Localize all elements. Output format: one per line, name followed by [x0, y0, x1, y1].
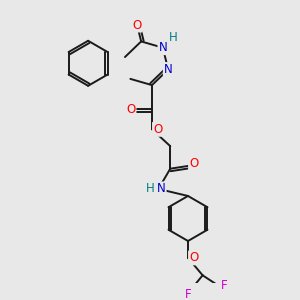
Text: N: N: [158, 41, 167, 54]
Text: H: H: [169, 31, 178, 44]
Text: H: H: [146, 182, 155, 195]
Text: O: O: [189, 251, 198, 264]
Text: O: O: [126, 103, 136, 116]
Text: N: N: [157, 182, 166, 195]
Text: O: O: [153, 123, 162, 136]
Text: N: N: [164, 63, 172, 76]
Text: O: O: [189, 157, 198, 170]
Text: F: F: [185, 288, 192, 300]
Text: O: O: [133, 19, 142, 32]
Text: F: F: [221, 280, 227, 292]
